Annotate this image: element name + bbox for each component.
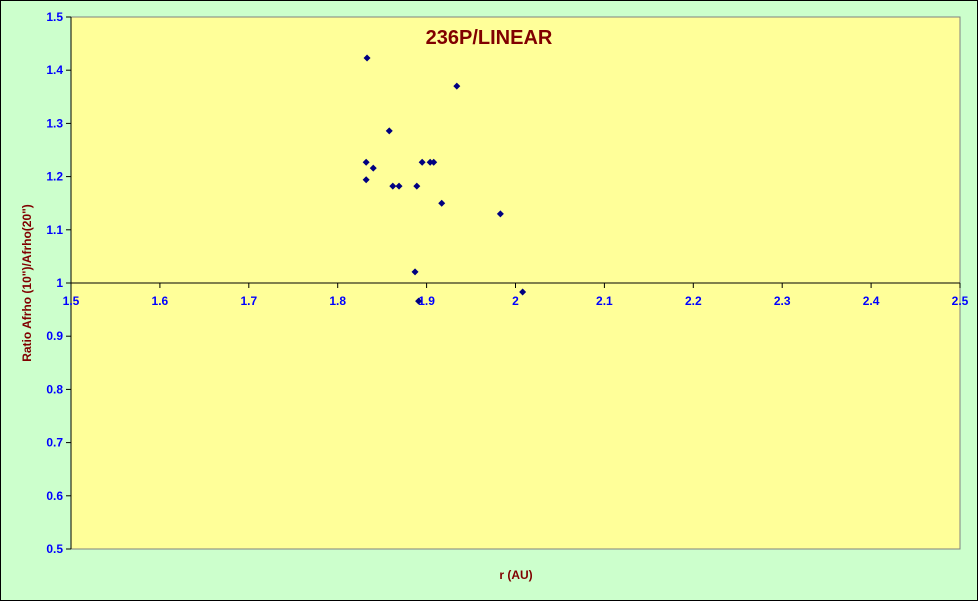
data-point: [395, 182, 403, 190]
y-tick-label: 1.1: [46, 223, 63, 237]
y-tick-label: 0.7: [46, 436, 63, 450]
data-point: [519, 288, 527, 296]
y-axis-title: Ratio Afrho (10")/Afrho(20"): [20, 204, 34, 362]
data-point: [385, 127, 393, 135]
data-point: [426, 158, 434, 166]
y-tick-label: 1.2: [46, 170, 63, 184]
data-point: [369, 164, 377, 172]
x-tick-label: 1.9: [418, 294, 435, 308]
y-tick-label: 1.4: [46, 63, 63, 77]
data-point: [418, 158, 426, 166]
x-tick-label: 1.5: [63, 294, 80, 308]
chart-title: 236P/LINEAR: [426, 27, 553, 49]
x-tick-label: 2.3: [774, 294, 791, 308]
x-tick-label: 2: [512, 294, 519, 308]
data-point: [496, 210, 504, 218]
y-tick-label: 0.6: [46, 489, 63, 503]
x-tick-label: 1.6: [152, 294, 169, 308]
data-point: [430, 158, 438, 166]
y-tick-label: 1.5: [46, 10, 63, 24]
data-point: [438, 199, 446, 207]
x-tick-label: 2.4: [863, 294, 880, 308]
data-point: [413, 182, 421, 190]
y-tick-label: 1: [56, 276, 63, 290]
y-tick-label: 0.5: [46, 542, 63, 556]
y-tick-label: 0.8: [46, 382, 63, 396]
data-point: [453, 82, 461, 90]
data-point: [362, 158, 370, 166]
data-point: [389, 182, 397, 190]
x-tick-label: 2.1: [596, 294, 613, 308]
x-tick-label: 2.2: [685, 294, 702, 308]
data-point: [415, 297, 423, 305]
data-point: [411, 268, 419, 276]
y-tick-label: 1.3: [46, 116, 63, 130]
data-point: [362, 176, 370, 184]
data-point: [363, 54, 371, 62]
x-axis-title: r (AU): [499, 568, 532, 582]
x-tick-label: 1.7: [240, 294, 257, 308]
x-tick-label: 1.8: [329, 294, 346, 308]
x-tick-label: 2.5: [952, 294, 969, 308]
y-tick-label: 0.9: [46, 329, 63, 343]
